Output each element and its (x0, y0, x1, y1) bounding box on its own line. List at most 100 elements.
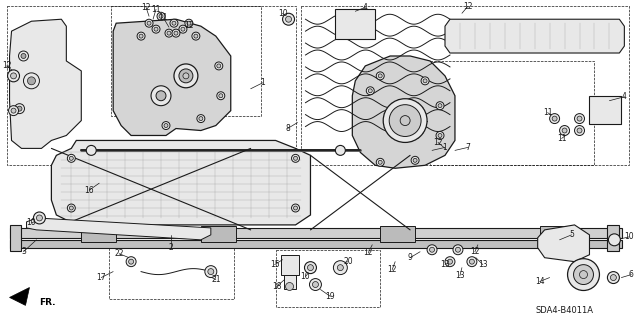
Text: 16: 16 (84, 186, 94, 195)
Circle shape (172, 29, 180, 37)
Bar (540, 226, 575, 242)
Circle shape (183, 73, 189, 79)
Circle shape (174, 64, 198, 88)
Polygon shape (538, 225, 589, 262)
Circle shape (573, 265, 593, 285)
Circle shape (611, 275, 616, 280)
Text: 6: 6 (629, 270, 634, 279)
Circle shape (126, 257, 136, 267)
Bar (280, 255, 298, 275)
Circle shape (145, 19, 153, 27)
Circle shape (28, 77, 35, 85)
Polygon shape (353, 56, 455, 168)
Circle shape (453, 245, 463, 255)
Circle shape (24, 73, 40, 89)
Bar (10, 225, 22, 251)
Polygon shape (10, 19, 81, 148)
Bar (301, 6, 629, 165)
Polygon shape (26, 218, 211, 240)
Circle shape (294, 206, 298, 210)
Circle shape (413, 158, 417, 162)
Circle shape (469, 259, 474, 264)
Circle shape (10, 73, 17, 79)
Circle shape (378, 160, 382, 164)
Circle shape (411, 156, 419, 164)
Circle shape (575, 114, 584, 123)
Circle shape (383, 99, 427, 143)
Text: 7: 7 (465, 143, 470, 152)
Text: 18: 18 (272, 282, 282, 291)
Text: 12: 12 (184, 21, 194, 30)
Text: 10: 10 (301, 272, 310, 281)
Circle shape (376, 158, 384, 166)
Text: 4: 4 (622, 92, 627, 101)
Circle shape (285, 283, 294, 291)
Bar (380, 226, 415, 242)
Polygon shape (445, 19, 625, 53)
Circle shape (421, 77, 429, 85)
Text: 11: 11 (557, 134, 566, 143)
Circle shape (152, 25, 160, 33)
Circle shape (577, 116, 582, 121)
Bar (6, 6, 296, 165)
Circle shape (137, 32, 145, 40)
Circle shape (139, 34, 143, 38)
Circle shape (438, 104, 442, 108)
Circle shape (305, 262, 316, 274)
Circle shape (86, 145, 96, 155)
Text: 21: 21 (211, 275, 221, 284)
Text: 17: 17 (97, 273, 106, 282)
Circle shape (436, 131, 444, 139)
Circle shape (162, 122, 170, 130)
Circle shape (550, 114, 559, 123)
Circle shape (154, 27, 158, 31)
Circle shape (559, 126, 570, 136)
Circle shape (294, 156, 298, 160)
Circle shape (368, 89, 372, 93)
Text: FR.: FR. (40, 298, 56, 307)
Circle shape (215, 62, 223, 70)
Circle shape (36, 215, 42, 221)
Text: 4: 4 (363, 3, 368, 12)
Circle shape (438, 133, 442, 137)
Circle shape (33, 212, 45, 224)
Circle shape (165, 29, 173, 37)
Bar (335, 9, 375, 39)
Circle shape (307, 265, 314, 271)
Circle shape (151, 86, 171, 106)
Circle shape (67, 204, 76, 212)
Text: 1: 1 (260, 78, 265, 87)
Text: SDA4-B4011A: SDA4-B4011A (536, 306, 593, 315)
Bar (284, 275, 296, 289)
Circle shape (310, 278, 321, 291)
Text: 12: 12 (433, 138, 443, 147)
Circle shape (575, 126, 584, 136)
Text: 12: 12 (387, 265, 397, 274)
Text: 14: 14 (535, 277, 545, 286)
Circle shape (337, 265, 343, 271)
Bar (430, 61, 595, 165)
Bar (589, 96, 621, 123)
Circle shape (194, 34, 198, 38)
Circle shape (609, 234, 620, 246)
Circle shape (67, 154, 76, 162)
Circle shape (179, 25, 187, 33)
Circle shape (129, 259, 134, 264)
Circle shape (164, 123, 168, 128)
Circle shape (333, 261, 348, 275)
Circle shape (8, 70, 19, 82)
Circle shape (21, 54, 26, 58)
Circle shape (467, 257, 477, 267)
Text: 3: 3 (21, 247, 26, 256)
Polygon shape (51, 140, 310, 225)
Text: 1: 1 (443, 143, 447, 152)
Circle shape (199, 117, 203, 121)
Text: 13: 13 (455, 271, 465, 280)
Circle shape (456, 247, 460, 252)
Circle shape (11, 108, 16, 113)
Circle shape (335, 145, 346, 155)
Circle shape (159, 14, 163, 18)
Circle shape (8, 106, 19, 115)
Text: 11: 11 (543, 108, 552, 117)
Text: 15: 15 (270, 260, 280, 269)
